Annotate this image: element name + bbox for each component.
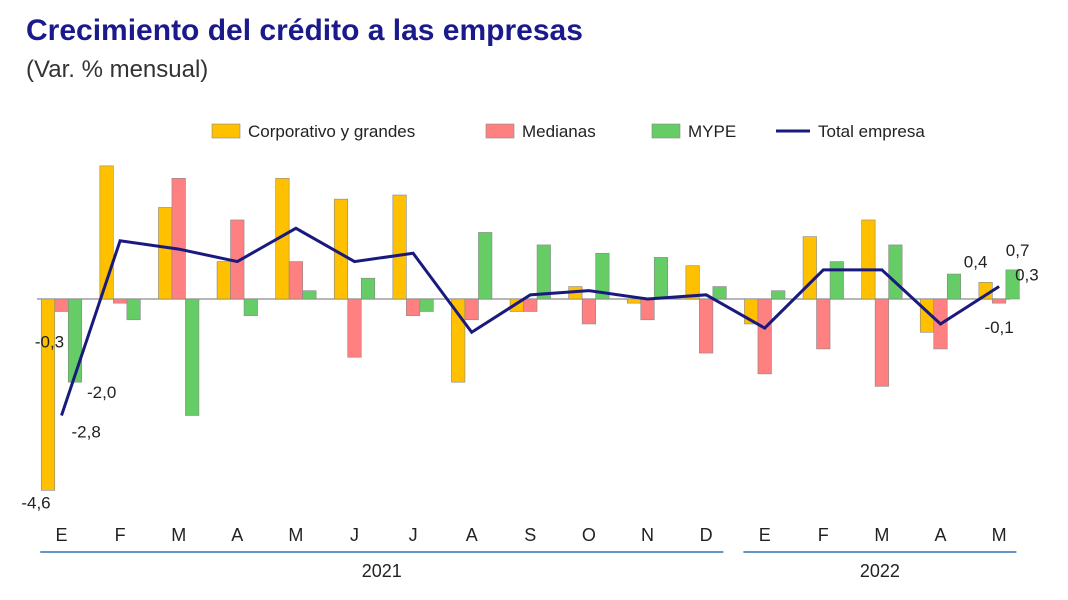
data-label: 0,4 [964,252,988,271]
bar-mype-11 [712,286,727,300]
x-tick-label: E [759,525,771,545]
x-tick-label: A [466,525,478,545]
bar-mype-6 [419,298,434,312]
bar-medianas-10 [640,298,655,321]
bar-medianas-14 [874,298,889,387]
total-empresa-line [60,226,1000,416]
data-label: -0,3 [35,332,64,351]
year-label: 2021 [362,561,402,581]
x-tick-label: A [231,525,243,545]
bar-mype-8 [536,244,551,300]
x-tick-label: D [700,525,713,545]
x-tick-label: J [350,525,359,545]
bar-medianas-5 [347,298,362,358]
bar-corporativo-1 [99,165,114,300]
bar-medianas-8 [523,298,538,312]
legend-swatch-medianas [485,123,515,139]
bar-medianas-7 [464,298,479,321]
bar-medianas-12 [757,298,772,375]
x-tick-label: M [171,525,186,545]
bar-medianas-0 [54,298,69,312]
bar-mype-14 [888,244,903,300]
data-label: -2,8 [72,422,101,441]
legend-label: Corporativo y grandes [248,122,415,141]
bar-corporativo-2 [158,207,173,300]
bar-mype-2 [185,298,200,416]
bar-corporativo-3 [216,261,231,300]
x-tick-label: E [55,525,67,545]
bar-mype-3 [243,298,258,316]
bar-mype-15 [946,273,962,300]
legend-label: Total empresa [818,122,925,141]
bar-medianas-13 [816,298,831,350]
bar-corporativo-11 [685,265,700,300]
x-tick-label: M [288,525,303,545]
bar-corporativo-0 [40,298,56,491]
chart-title: Crecimiento del crédito a las empresas [26,14,583,47]
bar-medianas-1 [113,298,128,304]
x-tick-label: M [992,525,1007,545]
data-label: -0,1 [984,318,1013,337]
year-label: 2022 [860,561,900,581]
data-label: -4,6 [21,493,50,512]
bar-medianas-11 [699,298,714,354]
data-label: -2,0 [87,383,116,402]
legend-swatch-mype [651,123,681,139]
bar-mype-0 [67,298,83,383]
bar-mype-7 [478,232,493,300]
data-label: 0,3 [1015,266,1039,285]
bar-corporativo-13 [802,236,817,300]
x-tick-label: A [934,525,946,545]
x-tick-label: O [582,525,596,545]
bar-mype-13 [829,261,844,300]
bar-corporativo-6 [392,194,407,300]
x-tick-label: N [641,525,654,545]
bar-medianas-16 [992,298,1007,304]
bar-mype-12 [771,290,786,300]
bar-corporativo-14 [861,219,876,300]
x-tick-label: S [524,525,536,545]
bar-medianas-9 [581,298,596,325]
legend-swatch-corporativo [211,123,241,139]
x-tick-label: M [874,525,889,545]
bar-corporativo-5 [333,198,349,300]
x-tick-label: F [115,525,126,545]
x-tick-label: F [818,525,829,545]
bar-corporativo-7 [451,298,466,383]
bar-mype-10 [653,257,669,300]
bar-medianas-4 [288,261,303,300]
x-tick-label: J [409,525,418,545]
data-label: 0,7 [1006,241,1030,260]
bar-mype-5 [360,277,376,300]
bar-mype-16 [1005,269,1020,300]
chart-subtitle: (Var. % mensual) [26,56,209,83]
bar-mype-4 [302,290,317,300]
bar-medianas-2 [171,178,186,300]
legend-label: Medianas [522,122,596,141]
legend-label: MYPE [688,122,736,141]
bar-mype-1 [126,298,141,321]
bar-mype-9 [595,252,610,300]
bar-corporativo-10 [626,298,642,304]
bar-medianas-6 [406,298,421,316]
